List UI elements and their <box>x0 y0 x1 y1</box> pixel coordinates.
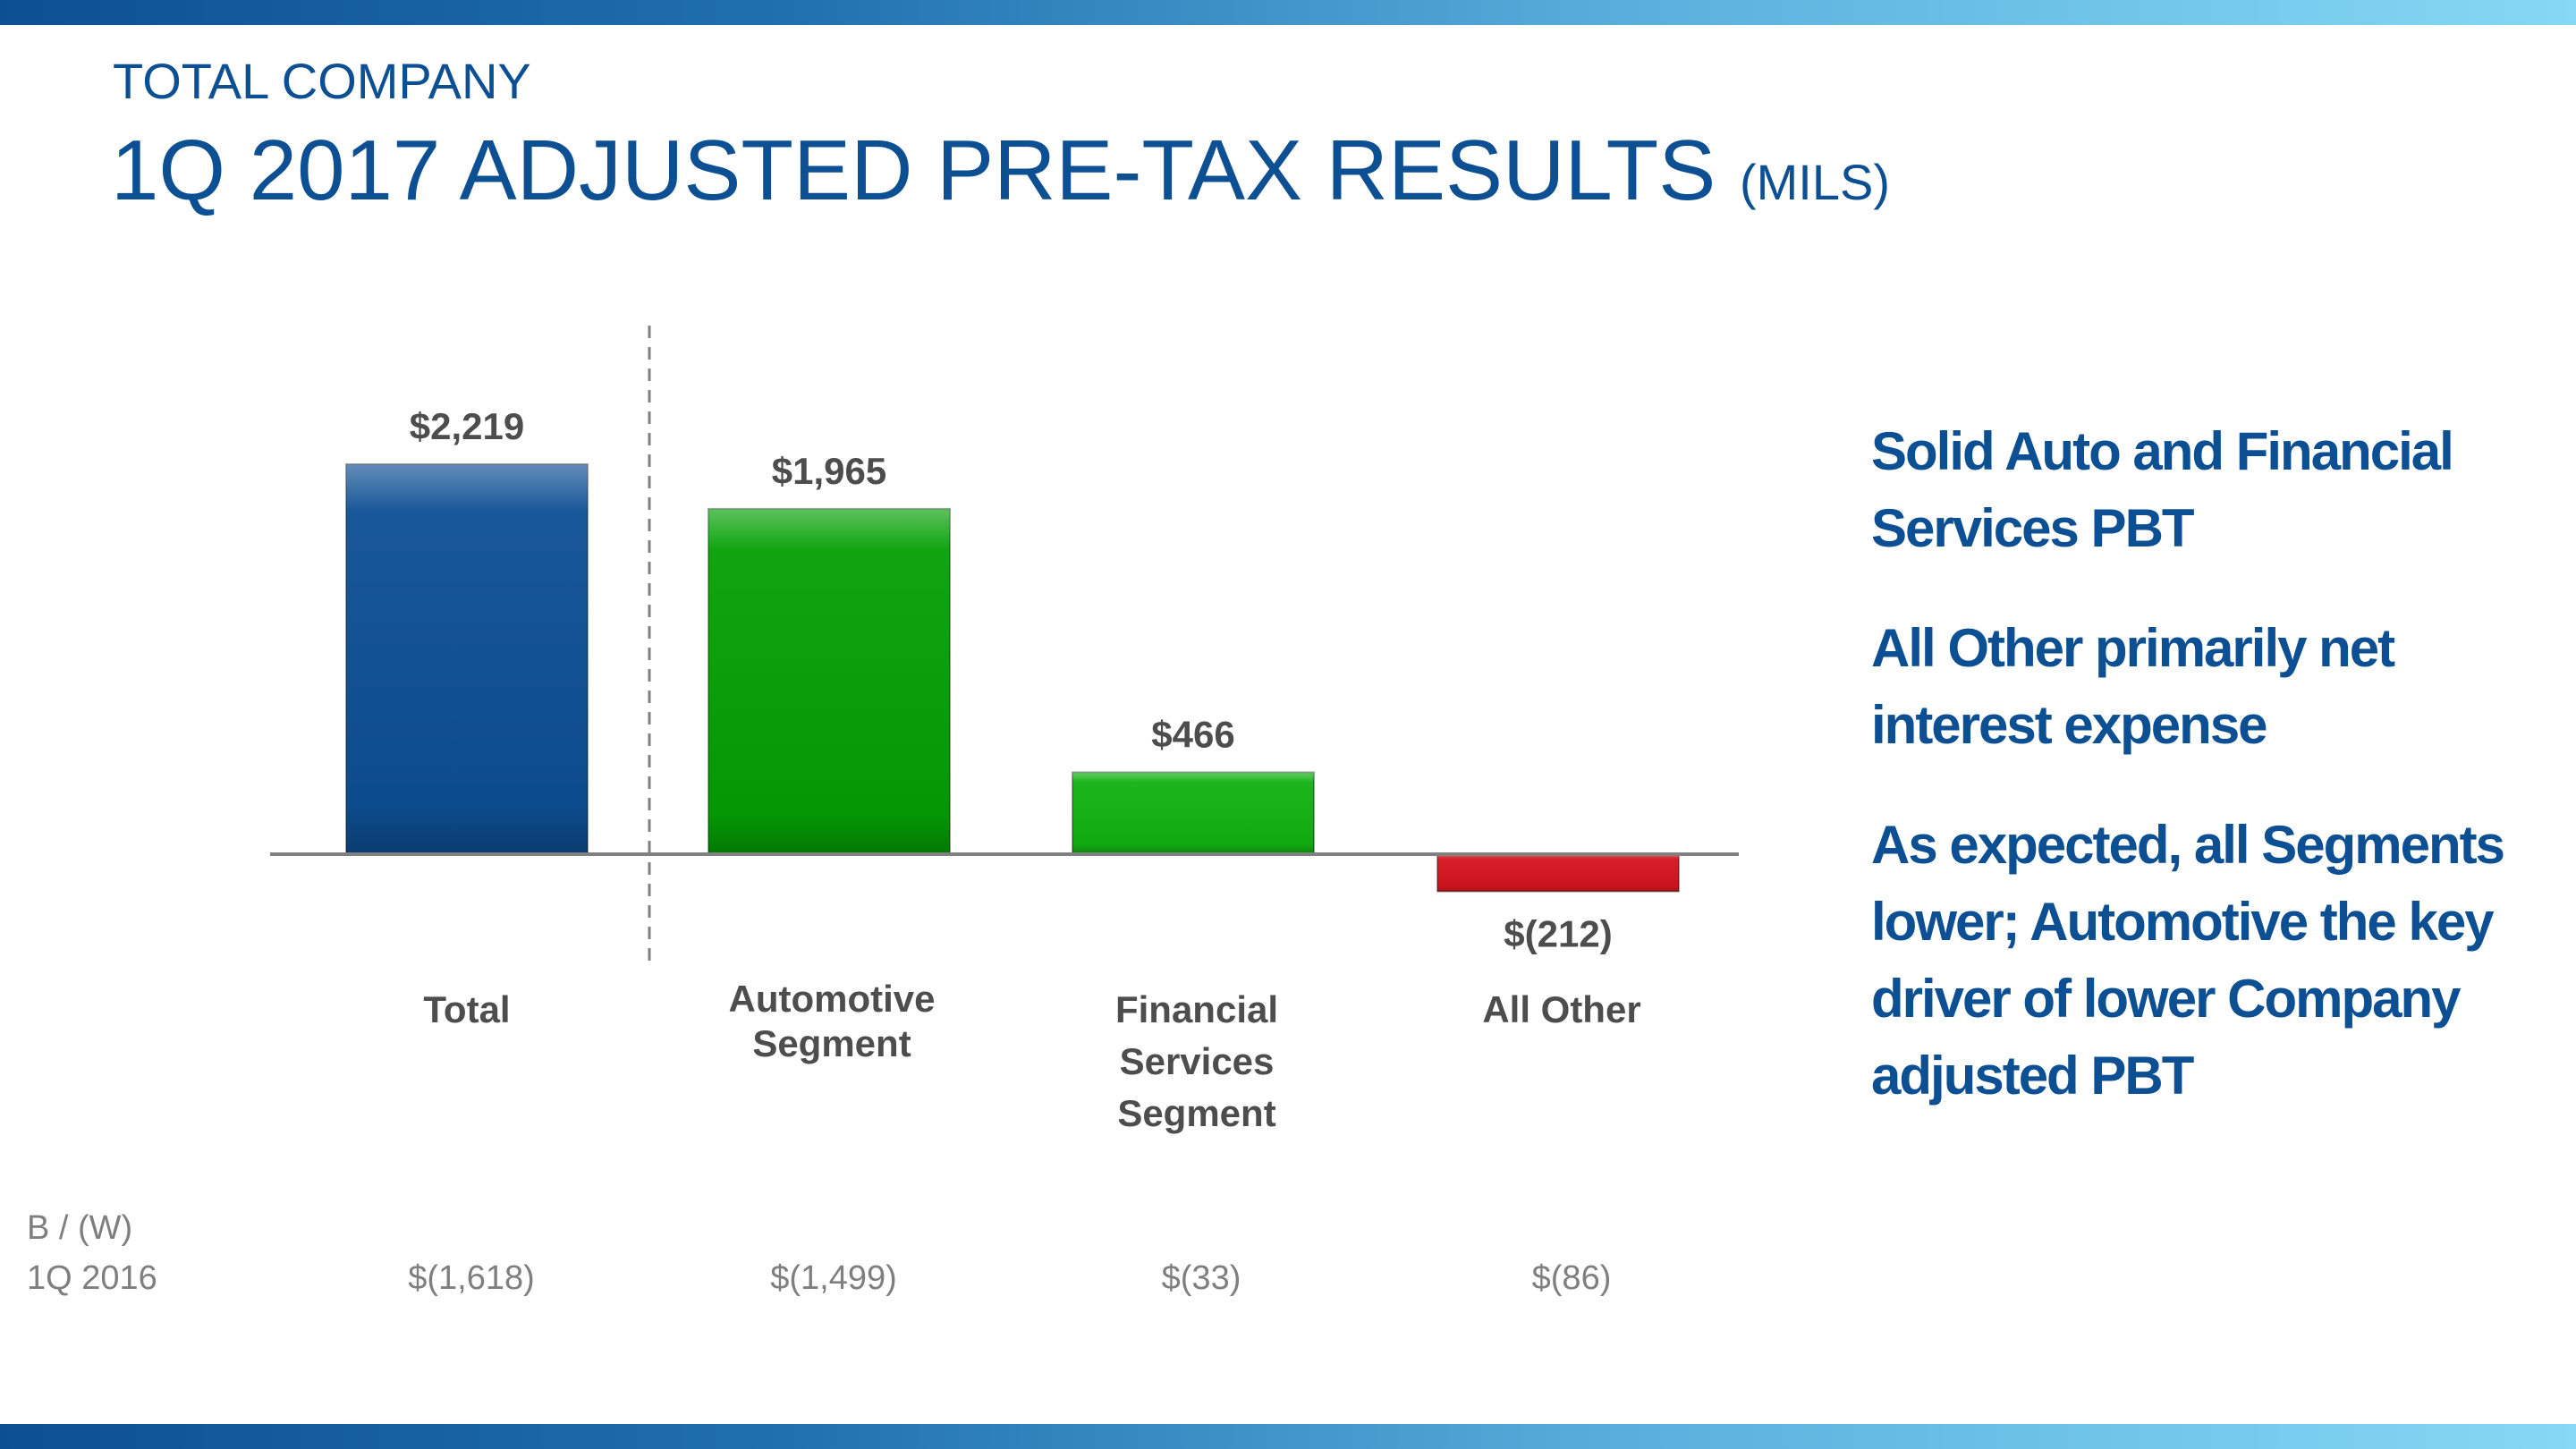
category-label-financial-services: Financial Services Segment <box>1114 988 1279 1134</box>
data-label-all-other: $(212) <box>1504 913 1612 955</box>
comparison-value-total: $(1,618) <box>408 1259 535 1297</box>
data-label-automotive: $1,965 <box>772 450 886 492</box>
bar-sheen-financial-services <box>1072 772 1314 854</box>
key-points: Solid Auto and Financial Services PBT Al… <box>1871 413 2551 1157</box>
data-label-total: $2,219 <box>410 405 524 447</box>
comparison-header: B / (W) <box>27 1209 133 1247</box>
category-label-automotive: Automotive Segment <box>728 978 936 1064</box>
slide-subtitle: TOTAL COMPANY <box>113 53 531 109</box>
slide-title-unit: (MILS) <box>1740 154 1890 210</box>
bar-sheen-automotive <box>708 508 950 854</box>
data-label-financial-services: $466 <box>1151 713 1234 755</box>
bottom-gradient-band <box>0 1424 2576 1449</box>
slide-title-text: 1Q 2017 ADJUSTED PRE-TAX RESULTS <box>111 123 1716 218</box>
top-gradient-band <box>0 0 2576 25</box>
key-point: Solid Auto and Financial Services PBT <box>1871 421 2454 558</box>
category-label-all-other: All Other <box>1482 988 1641 1030</box>
comparison-value-financial-services: $(33) <box>1161 1259 1241 1297</box>
bar-sheen-all-other <box>1437 854 1679 892</box>
comparison-value-all-other: $(86) <box>1531 1259 1612 1297</box>
slide-title: 1Q 2017 ADJUSTED PRE-TAX RESULTS (MILS) <box>111 122 1890 220</box>
category-label-total: Total <box>423 988 511 1030</box>
key-point: As expected, all Segments lower; Automot… <box>1871 815 2505 1106</box>
comparison-value-automotive: $(1,499) <box>770 1259 897 1297</box>
bar-sheen-total <box>346 464 588 854</box>
key-point: All Other primarily net interest expense <box>1871 618 2395 755</box>
comparison-row-label: 1Q 2016 <box>27 1259 157 1297</box>
